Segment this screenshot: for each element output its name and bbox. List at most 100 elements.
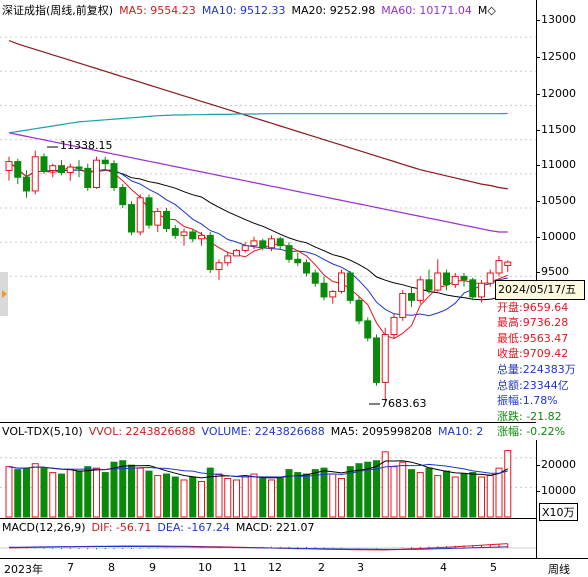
ma20-line: [8, 161, 508, 301]
volume-ma10-label: MA10: 2: [438, 424, 484, 438]
volume-bar: [320, 467, 328, 518]
volume-bar: [145, 470, 153, 518]
volume-bar: [58, 473, 65, 518]
candle-body: [189, 231, 197, 240]
volume-bar: [399, 461, 407, 518]
volume-bar: [119, 460, 127, 518]
volume-bar: [250, 473, 258, 518]
candle-body: [469, 279, 477, 298]
volume-bar: [268, 479, 275, 518]
info-date: 2024/05/17/五: [495, 280, 585, 300]
candle-body: [416, 279, 424, 301]
dea-line: [8, 546, 508, 550]
x-label: 2023年: [4, 563, 43, 576]
candle-body: [443, 272, 450, 286]
time-axis: 2023年 7 8 9 10 11 12 2 3 4 5 周线: [0, 558, 588, 577]
ma10-label: MA10: 9512.33: [201, 3, 286, 17]
volume-bar: [381, 451, 389, 518]
legend-more-icon[interactable]: M◇: [477, 3, 496, 17]
dea-label: DEA: -167.24: [157, 520, 230, 534]
candle-body: [390, 316, 398, 336]
candle-body: [198, 234, 205, 240]
candle-body: [23, 176, 30, 192]
volume-bar: [206, 467, 214, 518]
chart-canvas[interactable]: [0, 0, 536, 558]
volume-bar: [163, 473, 170, 518]
x-label: 7: [67, 561, 74, 574]
candle-body: [31, 156, 39, 192]
ma5-label: MA5: 9554.23: [119, 3, 196, 17]
candle-body: [119, 187, 127, 206]
volume-bar: [329, 473, 337, 518]
volume-bar: [84, 466, 92, 518]
candle-body: [128, 204, 135, 233]
volume-bar: [180, 479, 188, 518]
volume-bar: [443, 470, 450, 518]
volume-tick: 20000: [536, 458, 576, 471]
price-tick: 9500: [536, 265, 569, 278]
candle-body: [250, 240, 258, 247]
candle-body: [84, 167, 92, 189]
x-label: 11: [233, 561, 247, 574]
x-label: 12: [268, 561, 282, 574]
macd-indicator-name[interactable]: MACD(12,26,9): [2, 520, 86, 534]
info-amplitude: 振幅:1.78%: [497, 394, 558, 408]
ma-teal-line: [8, 112, 508, 134]
volume-bar: [486, 475, 494, 518]
candle-body: [75, 166, 83, 169]
candle-body: [504, 261, 512, 266]
volume-bar: [241, 476, 249, 518]
volume-bar: [215, 473, 223, 518]
info-change-pct: 涨幅: -0.22%: [497, 425, 566, 439]
volume-bar: [66, 469, 74, 518]
candle-body: [373, 337, 380, 383]
info-change: 涨跌: -21.82: [497, 409, 562, 423]
price-axis: 13000 12500 12000 11500 11000 10500 1000…: [536, 0, 588, 558]
ma60-label: MA60: 10171.04: [381, 3, 472, 17]
price-tick: 10000: [536, 230, 576, 243]
info-open: 开盘:9659.64: [497, 300, 569, 314]
price-tick: 10500: [536, 194, 576, 207]
candle-body: [408, 293, 415, 301]
volume-bar: [416, 472, 424, 518]
info-low: 最低:9563.47: [497, 331, 569, 345]
collapse-arrow-icon[interactable]: [0, 272, 8, 316]
candle-body: [40, 156, 48, 171]
x-label: 2: [318, 561, 325, 574]
volume-indicator-name[interactable]: VOL-TDX(5,10): [2, 424, 83, 438]
price-tick: 11500: [536, 123, 576, 136]
volume-bar: [478, 476, 485, 518]
x-label: 8: [108, 561, 115, 574]
volume-bar: [171, 476, 179, 518]
candle-body: [425, 279, 433, 291]
volume-bar: [311, 469, 319, 518]
macd-value-label: MACD: 221.07: [235, 520, 315, 534]
candle-body: [460, 275, 468, 281]
ma20-label: MA20: 9252.98: [291, 3, 376, 17]
candle-body: [136, 197, 144, 233]
volume-bar: [14, 469, 22, 518]
x-label: 9: [149, 561, 156, 574]
volume-bar: [469, 472, 477, 518]
candle-body: [478, 282, 485, 298]
volume-bar: [128, 464, 135, 518]
macd-legend: MACD(12,26,9) DIF: -56.71 DEA: -167.24 M…: [0, 519, 315, 535]
candle-body: [110, 163, 118, 189]
chart-title: 深证成指(周线,前复权): [2, 4, 114, 17]
candle-body: [58, 165, 65, 173]
candle-body: [268, 238, 275, 249]
candle-body: [338, 272, 345, 292]
candle-body: [163, 210, 170, 230]
volume-bar: [154, 475, 162, 518]
volume-bar: [23, 467, 30, 518]
period-selector[interactable]: 周线: [548, 563, 570, 576]
candle-body: [49, 165, 57, 171]
volume-bar: [294, 472, 302, 518]
candle-body: [259, 240, 267, 249]
volume-bar: [303, 473, 310, 518]
volume-label: VOLUME: 2243826688: [201, 424, 325, 438]
volume-bar: [338, 478, 345, 518]
volume-bar: [355, 463, 363, 518]
volume-bar: [198, 480, 205, 518]
volume-bar: [233, 479, 240, 518]
